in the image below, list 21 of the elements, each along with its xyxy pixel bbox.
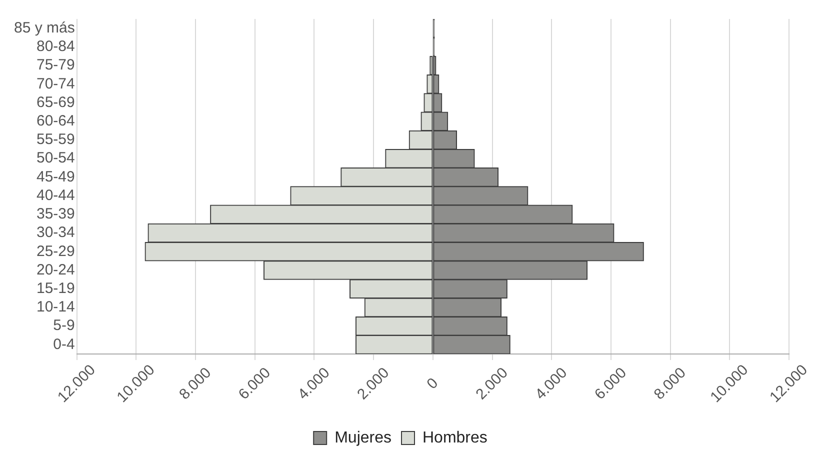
y-tick-label: 5-9 — [53, 317, 75, 334]
y-tick-label: 60-64 — [36, 112, 75, 130]
y-tick-label: 30-34 — [36, 224, 75, 242]
y-tick-label: 15-19 — [36, 280, 75, 297]
y-tick-label: 20-24 — [36, 261, 75, 278]
y-tick-label: 45-49 — [36, 168, 75, 186]
y-tick-label: 35-39 — [36, 206, 75, 223]
x-tick-label: 0 — [424, 374, 442, 393]
y-tick-label: 80-84 — [36, 38, 75, 56]
y-tick-label: 50-54 — [36, 150, 75, 167]
y-tick-label: 75-79 — [36, 56, 75, 74]
y-tick-label: 70-74 — [36, 75, 75, 92]
y-tick-label: 85 y más — [14, 19, 75, 36]
y-tick-label: 65-69 — [36, 94, 75, 111]
y-tick-label: 55-59 — [36, 131, 75, 148]
legend-label: Hombres — [422, 429, 488, 446]
y-tick-label: 10-14 — [36, 298, 75, 316]
y-tick-label: 25-29 — [36, 242, 75, 260]
y-tick-label: 40-44 — [36, 186, 75, 204]
legend-label: Mujeres — [334, 429, 392, 446]
y-tick-label: 0-4 — [53, 336, 75, 353]
